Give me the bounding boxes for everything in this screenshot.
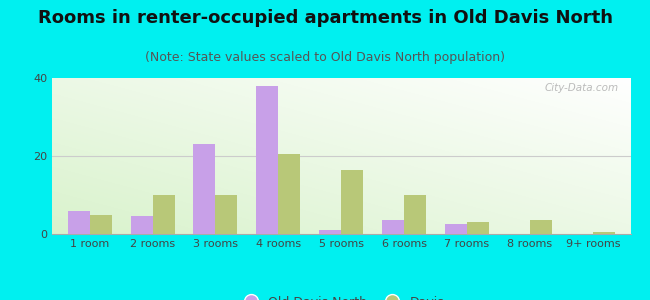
- Bar: [256, 86, 278, 234]
- Bar: [404, 195, 426, 234]
- Bar: [530, 220, 552, 234]
- Bar: [593, 232, 615, 234]
- Bar: [445, 224, 467, 234]
- Bar: [153, 195, 175, 234]
- Text: (Note: State values scaled to Old Davis North population): (Note: State values scaled to Old Davis …: [145, 51, 505, 64]
- Legend: Old Davis North, Davis: Old Davis North, Davis: [233, 290, 449, 300]
- Text: Rooms in renter-occupied apartments in Old Davis North: Rooms in renter-occupied apartments in O…: [38, 9, 612, 27]
- Bar: [90, 214, 112, 234]
- Bar: [68, 211, 90, 234]
- Text: City-Data.com: City-Data.com: [545, 83, 619, 93]
- Bar: [382, 220, 404, 234]
- Bar: [194, 144, 216, 234]
- Bar: [341, 169, 363, 234]
- Bar: [278, 154, 300, 234]
- Bar: [319, 230, 341, 234]
- Bar: [467, 222, 489, 234]
- Bar: [131, 217, 153, 234]
- Bar: [216, 195, 237, 234]
